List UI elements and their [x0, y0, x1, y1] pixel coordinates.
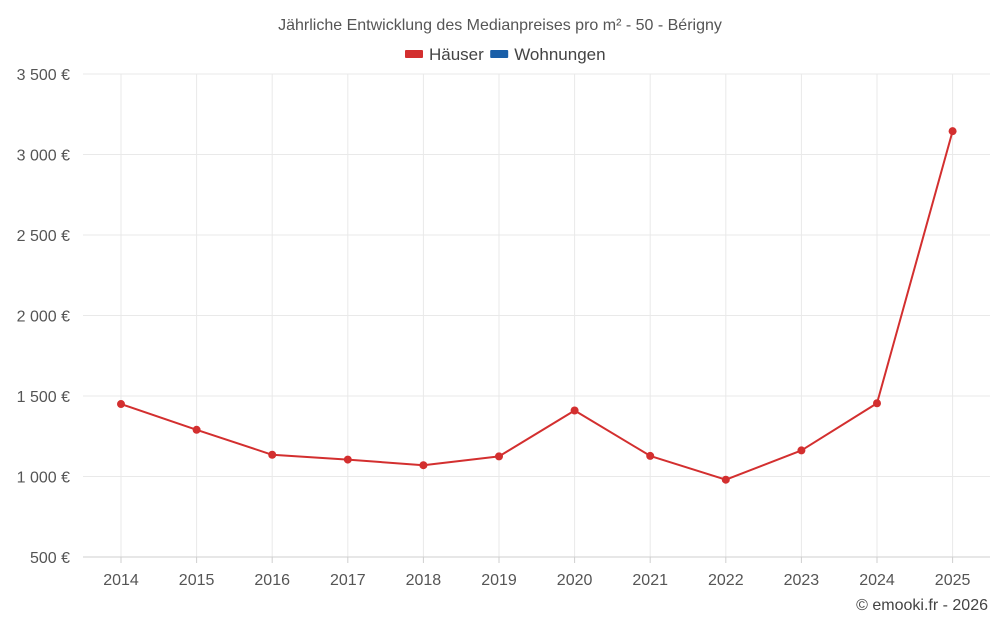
x-tick-label: 2025: [935, 572, 971, 589]
y-gridlines: [83, 73, 990, 477]
x-tick-label: 2016: [254, 572, 290, 589]
legend-label: Häuser: [429, 45, 484, 64]
data-point[interactable]: [797, 446, 806, 455]
x-tick-label: 2015: [179, 572, 215, 589]
data-point[interactable]: [646, 451, 655, 460]
x-tick-label: 2021: [632, 572, 668, 589]
x-tick-label: 2019: [481, 572, 517, 589]
y-axis-tick-labels: 500 € 1 000 € 1 500 € 2 000 € 2 500 € 3 000 €…: [17, 67, 70, 567]
legend-label: Wohnungen: [514, 45, 605, 64]
y-tick-label: 2 000 €: [17, 309, 70, 326]
copyright-text: © emooki.fr - 2026: [856, 597, 988, 614]
x-tick-label: 2018: [406, 572, 442, 589]
y-tick-label: 3 000 €: [17, 148, 70, 165]
x-axis-tick-labels: 2014 2015 2016 2017 2018 2019 2020 2021 2022 2023…: [103, 572, 970, 589]
y-tick-label: 500 €: [30, 550, 70, 567]
x-tick-label: 2023: [784, 572, 820, 589]
legend-item[interactable]: Wohnungen: [490, 45, 606, 64]
data-point[interactable]: [117, 400, 125, 409]
data-point[interactable]: [873, 399, 881, 408]
series-layer: [117, 127, 957, 484]
x-tick-label: 2020: [557, 572, 593, 589]
y-tick-label: 1 000 €: [17, 470, 70, 487]
y-tick-label: 3 500 €: [17, 67, 70, 84]
data-point[interactable]: [268, 450, 277, 459]
legend-swatch: [490, 50, 509, 58]
series-line: [120, 130, 954, 481]
x-tick-label: 2017: [330, 572, 366, 589]
chart-title: Jährliche Entwicklung des Medianpreises …: [278, 17, 722, 34]
data-point[interactable]: [495, 452, 503, 461]
x-tick-label: 2014: [103, 572, 139, 589]
data-point[interactable]: [419, 461, 428, 470]
y-tick-label: 2 500 €: [17, 228, 70, 245]
data-point[interactable]: [343, 455, 352, 464]
legend: Häuser Wohnungen: [405, 45, 606, 64]
x-tick-label: 2024: [859, 572, 895, 589]
data-point[interactable]: [192, 425, 201, 434]
data-point[interactable]: [570, 406, 579, 415]
x-gridlines: [120, 74, 954, 563]
y-tick-label: 1 500 €: [17, 389, 70, 406]
legend-item[interactable]: Häuser: [405, 45, 484, 64]
data-point[interactable]: [948, 127, 957, 136]
x-tick-label: 2022: [708, 572, 744, 589]
data-point[interactable]: [721, 475, 730, 484]
legend-swatch: [405, 50, 423, 58]
